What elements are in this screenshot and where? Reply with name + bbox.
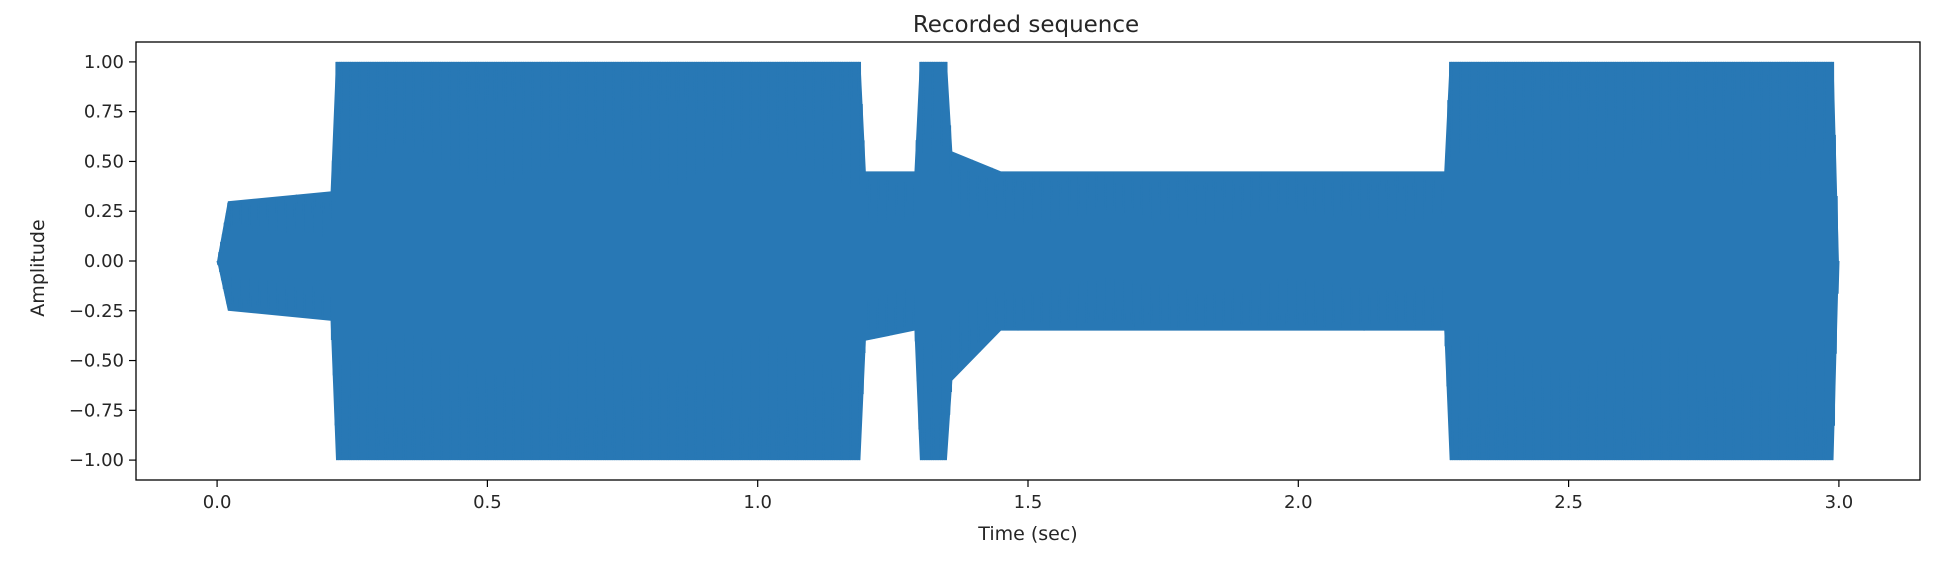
y-tick-label: −0.25 [69,301,124,322]
y-tick-label: 0.50 [84,151,124,172]
y-axis-ticks: 1.00 0.75 0.50 0.25 0.00 −0.25 −0.50 −0.75 −1.00 [69,52,136,471]
y-tick-label: 0.00 [84,251,124,272]
x-tick-label: 2.5 [1554,492,1583,513]
x-tick-label: 3.0 [1825,492,1854,513]
y-axis-label: Amplitude [27,219,49,316]
y-tick-label: 1.00 [84,52,124,73]
y-tick-label: 0.75 [84,102,124,123]
y-tick-label: −1.00 [69,450,124,471]
x-tick-label: 1.5 [1014,492,1043,513]
y-tick-label: −0.50 [69,351,124,372]
x-axis-ticks: 0.0 0.5 1.0 1.5 2.0 2.5 3.0 [203,480,1853,513]
x-tick-label: 0.0 [203,492,232,513]
waveform-line [216,61,1840,461]
x-tick-label: 1.0 [743,492,772,513]
plot-area [216,61,1840,461]
x-tick-label: 0.5 [473,492,502,513]
y-tick-label: −0.75 [69,400,124,421]
x-axis-label: Time (sec) [977,523,1077,545]
y-tick-label: 0.25 [84,201,124,222]
x-tick-label: 2.0 [1284,492,1313,513]
chart-title: Recorded sequence [913,12,1139,38]
